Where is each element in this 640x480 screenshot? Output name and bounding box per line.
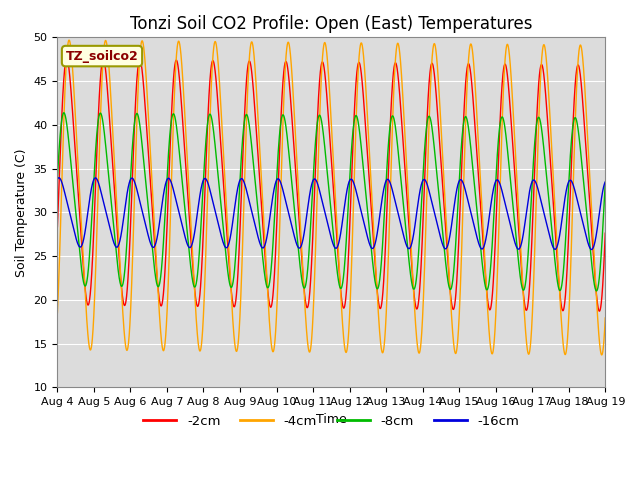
- Title: Tonzi Soil CO2 Profile: Open (East) Temperatures: Tonzi Soil CO2 Profile: Open (East) Temp…: [130, 15, 532, 33]
- Legend: -2cm, -4cm, -8cm, -16cm: -2cm, -4cm, -8cm, -16cm: [138, 410, 524, 433]
- Y-axis label: Soil Temperature (C): Soil Temperature (C): [15, 148, 28, 276]
- X-axis label: Time: Time: [316, 413, 347, 426]
- Text: TZ_soilco2: TZ_soilco2: [66, 49, 138, 62]
